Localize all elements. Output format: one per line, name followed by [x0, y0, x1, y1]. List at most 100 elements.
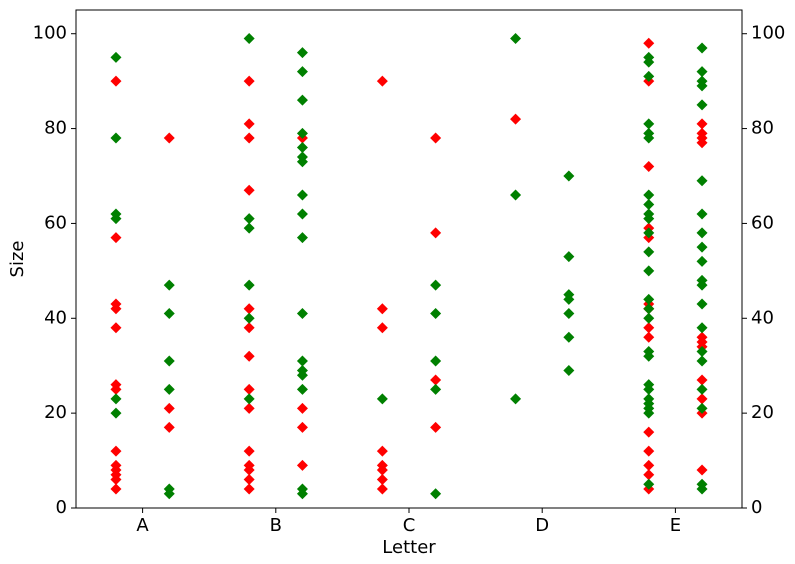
y2-tick-label: 100	[751, 23, 785, 44]
point	[430, 308, 442, 320]
point	[563, 364, 575, 376]
point	[243, 445, 255, 457]
y-tick-label: 80	[44, 118, 67, 139]
point	[563, 170, 575, 182]
point	[696, 66, 708, 78]
point	[243, 464, 255, 476]
point	[510, 32, 522, 44]
point	[430, 227, 442, 239]
point	[696, 279, 708, 291]
point	[643, 293, 655, 305]
point	[430, 279, 442, 291]
point	[696, 227, 708, 239]
point	[296, 189, 308, 201]
point	[296, 127, 308, 139]
point	[243, 32, 255, 44]
point	[110, 445, 122, 457]
point	[696, 137, 708, 149]
point	[110, 75, 122, 87]
point	[296, 383, 308, 395]
point	[643, 469, 655, 481]
point	[296, 47, 308, 59]
point	[243, 213, 255, 225]
point	[376, 464, 388, 476]
point	[696, 241, 708, 253]
point	[696, 322, 708, 334]
y-axis-label: Size	[7, 241, 28, 278]
y2-tick-label: 40	[751, 307, 774, 328]
point	[696, 208, 708, 220]
point	[510, 393, 522, 405]
point	[376, 322, 388, 334]
point	[643, 322, 655, 334]
point	[430, 488, 442, 500]
x-tick-label: A	[136, 515, 149, 536]
point	[110, 393, 122, 405]
point	[296, 308, 308, 320]
point	[643, 426, 655, 438]
point	[643, 445, 655, 457]
point	[643, 331, 655, 343]
point	[643, 350, 655, 362]
point	[110, 51, 122, 63]
y2-tick-label: 20	[751, 402, 774, 423]
point	[296, 232, 308, 244]
point	[376, 445, 388, 457]
point	[110, 232, 122, 244]
point	[110, 407, 122, 419]
point	[243, 184, 255, 196]
point	[643, 56, 655, 68]
point	[696, 345, 708, 357]
point	[510, 113, 522, 125]
y-tick-label: 60	[44, 212, 67, 233]
point	[296, 94, 308, 106]
y2-tick-label: 60	[751, 212, 774, 233]
point	[696, 402, 708, 414]
point	[163, 355, 175, 367]
point	[243, 393, 255, 405]
x-tick-label: D	[535, 515, 549, 536]
point	[110, 132, 122, 144]
point	[696, 175, 708, 187]
point	[296, 369, 308, 381]
point	[643, 459, 655, 471]
point	[243, 383, 255, 395]
point	[296, 66, 308, 78]
point	[643, 246, 655, 258]
point	[696, 374, 708, 386]
point	[163, 279, 175, 291]
point	[163, 132, 175, 144]
point	[296, 421, 308, 433]
point	[296, 208, 308, 220]
x-tick-label: B	[270, 515, 282, 536]
point	[643, 118, 655, 130]
point	[163, 383, 175, 395]
point	[430, 421, 442, 433]
point	[643, 132, 655, 144]
point	[376, 393, 388, 405]
point	[643, 37, 655, 49]
point	[696, 464, 708, 476]
point	[163, 402, 175, 414]
point	[243, 279, 255, 291]
point	[110, 483, 122, 495]
point	[696, 42, 708, 54]
point	[296, 142, 308, 154]
point	[563, 308, 575, 320]
x-tick-label: C	[403, 515, 416, 536]
point	[376, 75, 388, 87]
point	[563, 331, 575, 343]
point	[643, 407, 655, 419]
point	[696, 255, 708, 267]
point	[430, 132, 442, 144]
point	[510, 189, 522, 201]
point	[243, 222, 255, 234]
point	[430, 355, 442, 367]
point	[643, 213, 655, 225]
point	[243, 312, 255, 324]
point	[376, 483, 388, 495]
point	[430, 374, 442, 386]
point	[110, 303, 122, 315]
point	[643, 227, 655, 239]
